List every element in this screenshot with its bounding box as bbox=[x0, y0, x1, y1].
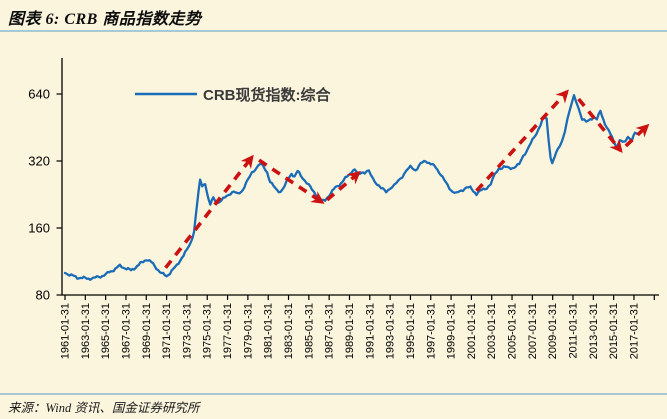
title-divider bbox=[0, 30, 667, 32]
trend-arrow-up bbox=[164, 154, 254, 269]
x-tick-label: 1977-01-31 bbox=[222, 303, 234, 359]
trend-arrow-up bbox=[475, 89, 569, 193]
x-tick-label: 1997-01-31 bbox=[425, 303, 437, 359]
x-tick-label: 2011-01-31 bbox=[568, 303, 580, 358]
x-tick-label: 1989-01-31 bbox=[344, 303, 356, 359]
crb-index-line bbox=[63, 94, 639, 281]
x-tick-label: 2009-01-31 bbox=[547, 303, 559, 359]
x-tick-label: 2001-01-31 bbox=[466, 303, 478, 359]
trend-arrow-down bbox=[577, 97, 623, 154]
x-tick-label: 1965-01-31 bbox=[100, 303, 112, 359]
footer-divider bbox=[0, 393, 667, 395]
x-tick-label: 1993-01-31 bbox=[385, 303, 397, 359]
x-tick-label: 1991-01-31 bbox=[364, 303, 376, 359]
legend-label: CRB现货指数:综合 bbox=[203, 86, 331, 104]
x-tick-label: 1985-01-31 bbox=[303, 303, 315, 359]
x-tick-label: 1971-01-31 bbox=[161, 303, 173, 359]
trend-arrow-up bbox=[325, 170, 361, 202]
x-tick-label: 1967-01-31 bbox=[120, 303, 132, 359]
x-tick-label: 1999-01-31 bbox=[446, 303, 458, 359]
x-tick-label: 1973-01-31 bbox=[181, 303, 193, 359]
x-tick-label: 1987-01-31 bbox=[324, 303, 336, 359]
x-tick-label: 2017-01-31 bbox=[628, 303, 640, 359]
y-tick-label: 320 bbox=[28, 154, 50, 169]
x-tick-label: 1963-01-31 bbox=[80, 303, 92, 359]
page-title: 图表 6: CRB 商品指数走势 bbox=[8, 11, 202, 28]
x-tick-label: 2003-01-31 bbox=[486, 303, 498, 359]
y-tick-label: 160 bbox=[28, 221, 50, 236]
x-tick-label: 2015-01-31 bbox=[608, 303, 620, 359]
x-tick-label: 2013-01-31 bbox=[588, 303, 600, 359]
x-tick-label: 1961-01-31 bbox=[60, 303, 72, 359]
x-tick-label: 1969-01-31 bbox=[141, 303, 153, 359]
x-tick-label: 1981-01-31 bbox=[263, 303, 275, 359]
y-tick-label: 640 bbox=[28, 87, 50, 102]
trend-arrow-up bbox=[624, 123, 650, 148]
x-tick-label: 1979-01-31 bbox=[242, 303, 254, 359]
x-tick-label: 1995-01-31 bbox=[405, 303, 417, 359]
trend-arrow-down bbox=[258, 158, 325, 204]
y-tick-label: 80 bbox=[36, 288, 50, 303]
x-tick-label: 2005-01-31 bbox=[507, 303, 519, 359]
x-tick-label: 2007-01-31 bbox=[527, 303, 539, 359]
source-note: 来源：Wind 资讯、国金证券研究所 bbox=[8, 401, 200, 415]
x-tick-label: 1983-01-31 bbox=[283, 303, 295, 359]
x-tick-label: 1975-01-31 bbox=[202, 303, 214, 359]
